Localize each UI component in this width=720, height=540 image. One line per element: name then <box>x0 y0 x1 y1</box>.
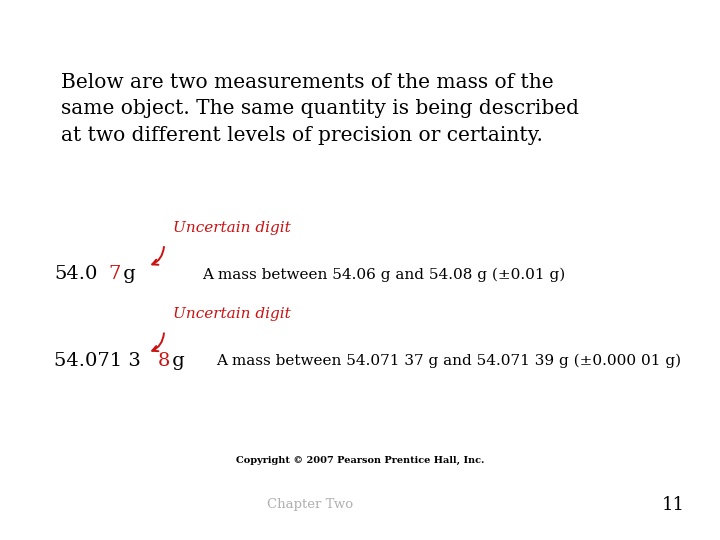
Text: 11: 11 <box>662 496 685 514</box>
Text: Uncertain digit: Uncertain digit <box>173 221 291 235</box>
Text: g: g <box>166 352 185 370</box>
Text: Copyright © 2007 Pearson Prentice Hall, Inc.: Copyright © 2007 Pearson Prentice Hall, … <box>236 456 484 464</box>
Text: 54.071 3: 54.071 3 <box>54 352 141 370</box>
Text: Uncertain digit: Uncertain digit <box>173 307 291 321</box>
Text: Below are two measurements of the mass of the
same object. The same quantity is : Below are two measurements of the mass o… <box>61 73 579 145</box>
Text: 54.0: 54.0 <box>54 265 97 284</box>
Text: 8: 8 <box>158 352 170 370</box>
Text: 7: 7 <box>109 265 121 284</box>
Text: A mass between 54.071 37 g and 54.071 39 g (±0.000 01 g): A mass between 54.071 37 g and 54.071 39… <box>216 354 681 368</box>
Text: g: g <box>117 265 135 284</box>
Text: Chapter Two: Chapter Two <box>266 498 353 511</box>
Text: A mass between 54.06 g and 54.08 g (±0.01 g): A mass between 54.06 g and 54.08 g (±0.0… <box>202 267 565 281</box>
